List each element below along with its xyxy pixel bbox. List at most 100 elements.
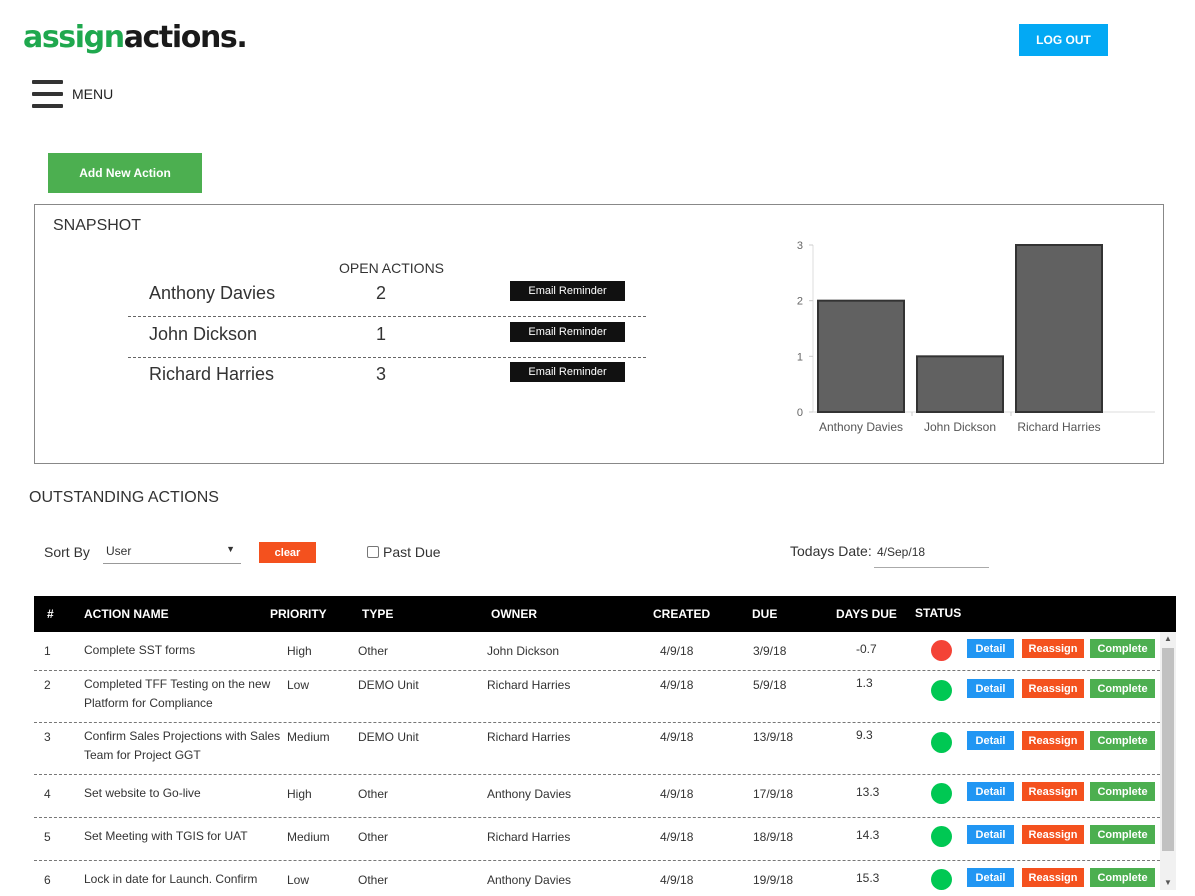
- detail-button[interactable]: Detail: [967, 782, 1014, 801]
- email-reminder-button[interactable]: Email Reminder: [510, 322, 625, 342]
- row-created: 4/9/18: [660, 830, 694, 844]
- column-header-days-due: DAYS DUE: [836, 607, 897, 621]
- bar-richard-harries: [1015, 244, 1103, 413]
- row-owner: Richard Harries: [487, 730, 571, 744]
- clear-button[interactable]: clear: [259, 542, 316, 563]
- past-due-label: Past Due: [383, 544, 441, 560]
- column-header-number: #: [47, 607, 54, 621]
- y-tick-label: 2: [797, 296, 803, 308]
- row-action-name: Completed TFF Testing on the new Platfor…: [84, 677, 271, 710]
- row-due: 5/9/18: [753, 678, 787, 692]
- chevron-down-icon: ▼: [226, 544, 235, 554]
- table-body: 1 High Other John Dickson 4/9/18 3/9/18 -0.7 Co…: [34, 632, 1160, 890]
- complete-button[interactable]: Complete: [1090, 782, 1155, 801]
- row-number: 6: [44, 873, 51, 887]
- todays-date-label: Todays Date:: [790, 543, 872, 559]
- reassign-button[interactable]: Reassign: [1022, 679, 1084, 698]
- y-tick-label: 3: [797, 240, 803, 252]
- x-tick-label: Anthony Davies: [819, 420, 903, 434]
- row-number: 5: [44, 830, 51, 844]
- row-created: 4/9/18: [660, 873, 694, 887]
- scroll-up-icon[interactable]: ▲: [1164, 634, 1172, 643]
- reassign-button[interactable]: Reassign: [1022, 639, 1084, 658]
- row-created: 4/9/18: [660, 730, 694, 744]
- row-number: 1: [44, 644, 51, 658]
- complete-button[interactable]: Complete: [1090, 731, 1155, 750]
- detail-button[interactable]: Detail: [967, 731, 1014, 750]
- row-action-name: Complete SST forms: [84, 643, 196, 657]
- column-header-due: DUE: [752, 607, 778, 621]
- row-priority: Medium: [287, 730, 330, 744]
- column-header-owner: OWNER: [491, 607, 537, 621]
- scroll-down-icon[interactable]: ▼: [1164, 878, 1172, 887]
- column-header-priority: PRIORITY: [270, 607, 327, 621]
- row-days-due: -0.7: [856, 642, 877, 656]
- table-scrollbar[interactable]: ▲ ▼: [1160, 632, 1176, 890]
- status-indicator: [931, 732, 952, 753]
- row-priority: Medium: [287, 830, 330, 844]
- complete-button[interactable]: Complete: [1090, 679, 1155, 698]
- column-header-status: STATUS: [915, 606, 962, 620]
- row-type: DEMO Unit: [358, 678, 419, 692]
- hamburger-icon: [32, 80, 63, 108]
- status-indicator: [931, 869, 952, 890]
- menu-toggle[interactable]: MENU: [32, 80, 113, 108]
- row-priority: High: [287, 644, 312, 658]
- row-created: 4/9/18: [660, 787, 694, 801]
- table-row: 2 Low DEMO Unit Richard Harries 4/9/18 5/9/18…: [34, 671, 1160, 723]
- complete-button[interactable]: Complete: [1090, 639, 1155, 658]
- complete-button[interactable]: Complete: [1090, 868, 1155, 887]
- status-indicator: [931, 783, 952, 804]
- outstanding-actions-title: OUTSTANDING ACTIONS: [29, 489, 219, 506]
- row-type: Other: [358, 830, 389, 844]
- snapshot-panel: SNAPSHOT OPEN ACTIONS Anthony Davies 2 E…: [34, 204, 1164, 464]
- sort-by-label: Sort By: [44, 544, 90, 560]
- row-action-name: Confirm Sales Projections with Sales Tea…: [84, 729, 281, 762]
- logo: assignactions.: [23, 18, 248, 58]
- actions-table: # ACTION NAME PRIORITY TYPE OWNER CREATE…: [34, 596, 1176, 890]
- scrollbar-thumb[interactable]: [1162, 648, 1174, 851]
- detail-button[interactable]: Detail: [967, 825, 1014, 844]
- table-row: 6 Low Other Anthony Davies 4/9/18 19/9/18 15.3…: [34, 861, 1160, 890]
- add-new-action-button[interactable]: Add New Action: [48, 153, 202, 193]
- past-due-checkbox[interactable]: [367, 546, 379, 558]
- open-actions-bar-chart: 0 1 2 3 Anthony Davies John Dickson Richard Ha…: [797, 240, 1155, 434]
- snapshot-open-count: 2: [376, 283, 387, 303]
- detail-button[interactable]: Detail: [967, 679, 1014, 698]
- menu-label: MENU: [72, 86, 114, 102]
- row-days-due: 15.3: [856, 871, 880, 885]
- reassign-button[interactable]: Reassign: [1022, 782, 1084, 801]
- row-action-name: Set website to Go-live: [84, 786, 201, 800]
- row-owner: Anthony Davies: [487, 787, 572, 801]
- email-reminder-button[interactable]: Email Reminder: [510, 362, 625, 382]
- complete-button[interactable]: Complete: [1090, 825, 1155, 844]
- snapshot-row: Richard Harries 3 Email Reminder: [128, 358, 646, 398]
- table-row: 3 Medium DEMO Unit Richard Harries 4/9/18 13/…: [34, 723, 1160, 775]
- row-type: Other: [358, 644, 389, 658]
- y-tick-label: 1: [797, 351, 803, 363]
- logo-dark-text: actions.: [123, 20, 248, 55]
- row-days-due: 13.3: [856, 785, 880, 799]
- email-reminder-button[interactable]: Email Reminder: [510, 281, 625, 301]
- row-number: 4: [44, 787, 51, 801]
- reassign-button[interactable]: Reassign: [1022, 731, 1084, 750]
- reassign-button[interactable]: Reassign: [1022, 825, 1084, 844]
- snapshot-open-count: 3: [376, 364, 387, 384]
- detail-button[interactable]: Detail: [967, 639, 1014, 658]
- row-type: Other: [358, 873, 389, 887]
- row-priority: Low: [287, 678, 310, 692]
- status-indicator: [931, 680, 952, 701]
- row-created: 4/9/18: [660, 644, 694, 658]
- row-days-due: 14.3: [856, 828, 880, 842]
- y-tick-label: 0: [797, 407, 803, 419]
- status-indicator: [931, 826, 952, 847]
- detail-button[interactable]: Detail: [967, 868, 1014, 887]
- logout-button[interactable]: LOG OUT: [1019, 24, 1108, 56]
- todays-date-input[interactable]: 4/Sep/18: [874, 540, 989, 568]
- past-due-filter: Past Due: [367, 544, 441, 560]
- reassign-button[interactable]: Reassign: [1022, 868, 1084, 887]
- sort-by-select[interactable]: User ▼: [103, 540, 241, 564]
- row-due: 19/9/18: [753, 873, 794, 887]
- row-due: 18/9/18: [753, 830, 794, 844]
- row-due: 3/9/18: [753, 644, 787, 658]
